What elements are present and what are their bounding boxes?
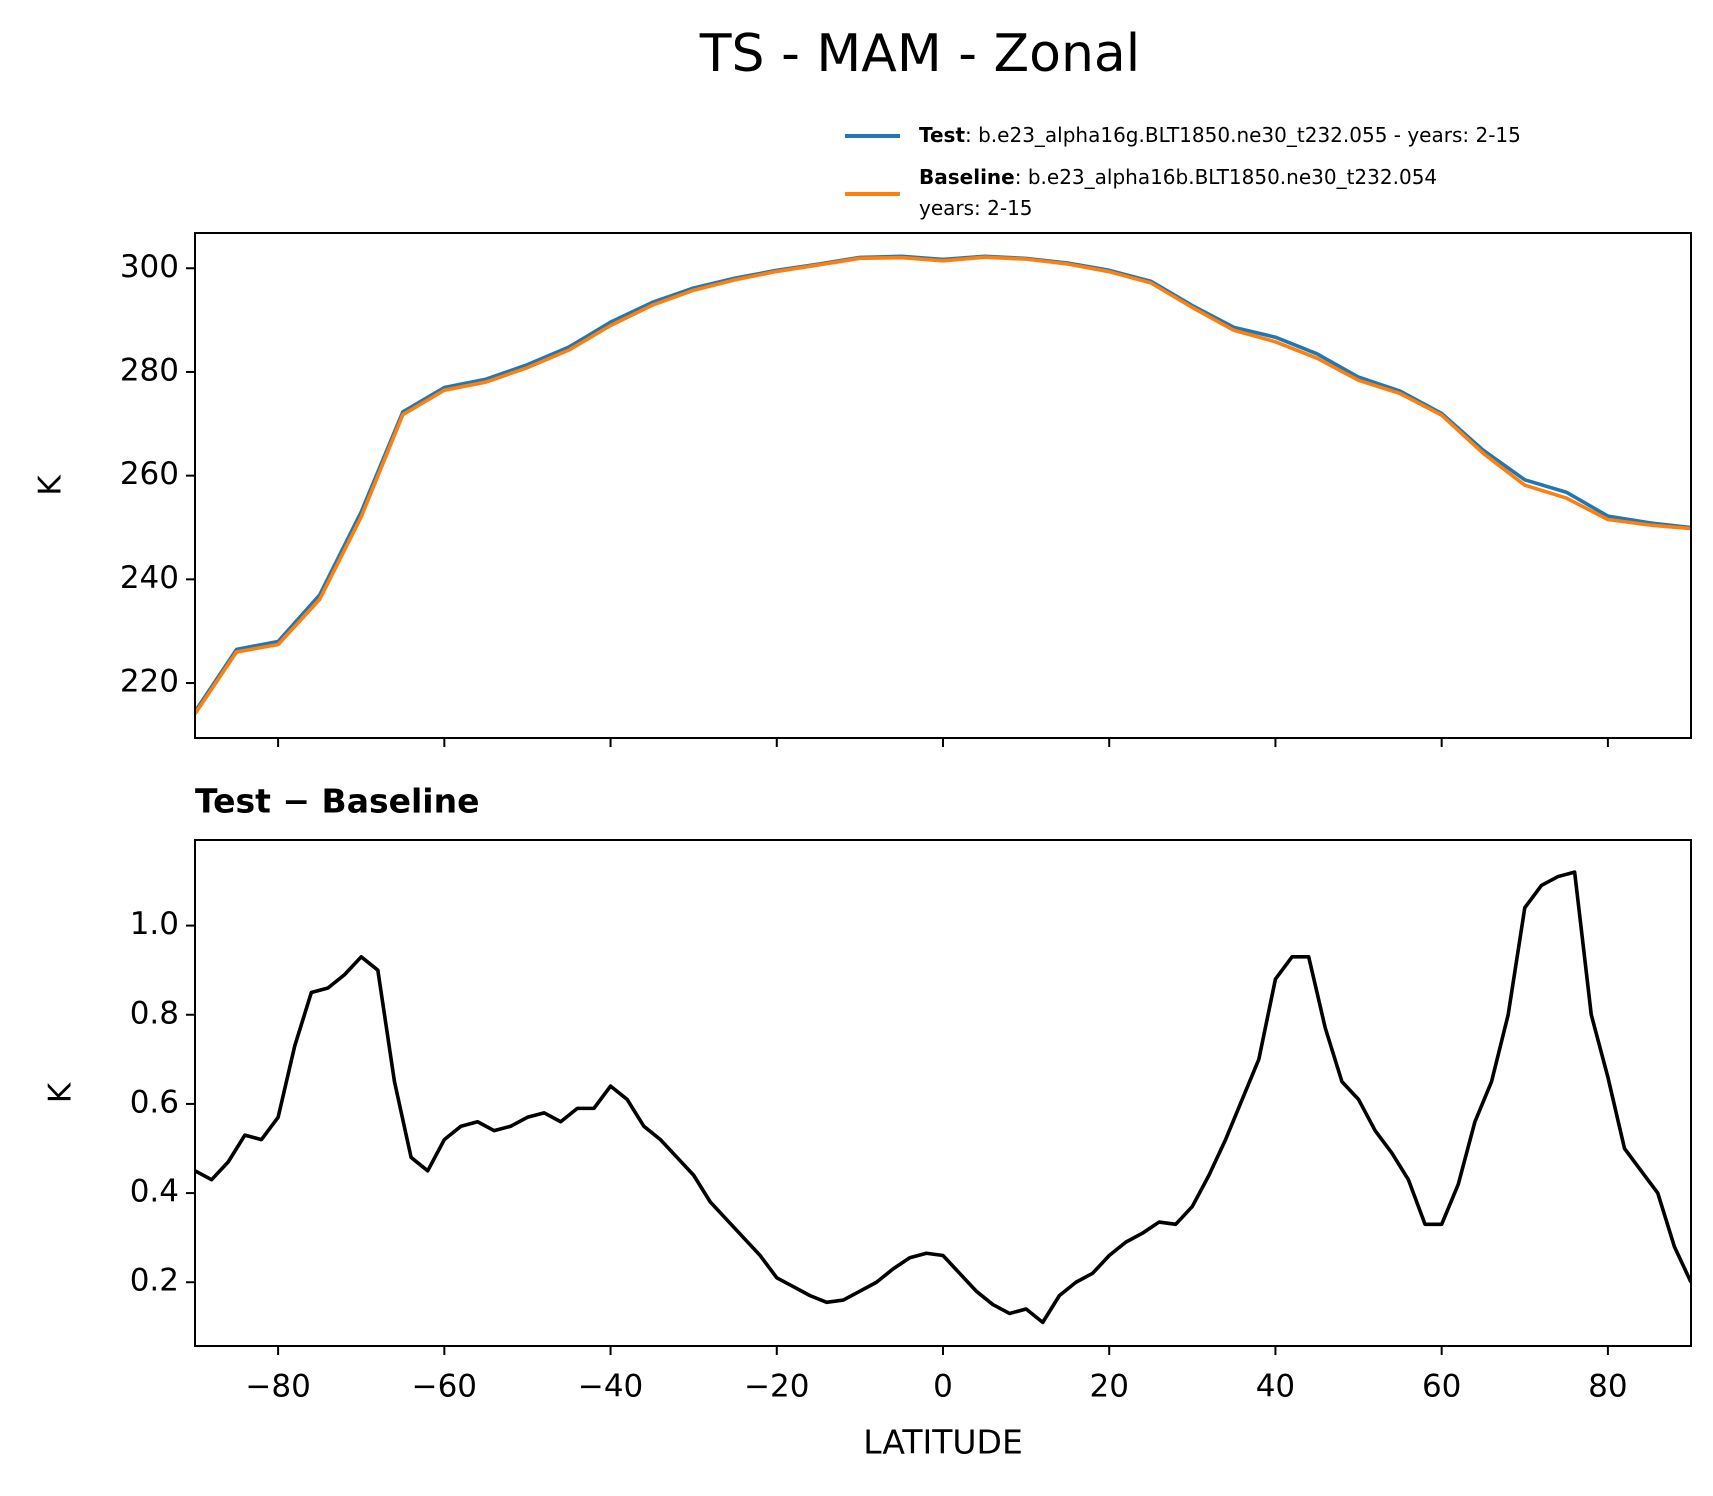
axes-frame xyxy=(194,839,1692,1347)
data-line xyxy=(195,870,1691,1325)
x-tick-label: −80 xyxy=(245,1369,310,1405)
legend-label: years: 2-15 xyxy=(919,196,1033,220)
legend-name: Test xyxy=(919,123,965,147)
y-axis-label: K xyxy=(33,475,69,496)
x-tick-label: 0 xyxy=(933,1369,953,1405)
legend-name: Baseline xyxy=(919,165,1015,189)
x-tick-label: 20 xyxy=(1089,1369,1128,1405)
y-tick-label: 240 xyxy=(120,560,179,596)
figure-title: TS - MAM - Zonal xyxy=(699,24,1140,84)
x-tick-label: −40 xyxy=(578,1369,643,1405)
legend-text: Baseline: b.e23_alpha16b.BLT1850.ne30_t2… xyxy=(919,165,1437,189)
y-tick-label: 0.2 xyxy=(130,1263,179,1299)
axes-title: Test − Baseline xyxy=(195,782,480,821)
y-axis-label: K xyxy=(43,1082,79,1103)
x-tick-label: 60 xyxy=(1422,1369,1461,1405)
x-tick-label: −60 xyxy=(412,1369,477,1405)
y-tick-label: 300 xyxy=(120,249,179,285)
data-line xyxy=(195,255,1691,715)
data-line xyxy=(195,254,1691,713)
y-tick-label: 0.8 xyxy=(130,995,179,1031)
x-tick-label: 80 xyxy=(1588,1369,1627,1405)
legend-label: : b.e23_alpha16g.BLT1850.ne30_t232.055 -… xyxy=(965,123,1521,147)
y-tick-label: 220 xyxy=(120,664,179,700)
y-tick-label: 260 xyxy=(120,456,179,492)
axes-frame xyxy=(194,232,1692,739)
legend-label: : b.e23_alpha16b.BLT1850.ne30_t232.054 xyxy=(1015,165,1437,189)
x-tick-label: 40 xyxy=(1256,1369,1295,1405)
y-tick-label: 1.0 xyxy=(130,906,179,942)
y-tick-label: 0.6 xyxy=(130,1084,179,1120)
legend-text: Test: b.e23_alpha16g.BLT1850.ne30_t232.0… xyxy=(919,123,1521,147)
legend-text: years: 2-15 xyxy=(919,196,1033,220)
y-tick-label: 280 xyxy=(120,352,179,388)
x-axis-label: LATITUDE xyxy=(863,1423,1023,1462)
x-tick-label: −20 xyxy=(744,1369,809,1405)
y-tick-label: 0.4 xyxy=(130,1174,179,1210)
